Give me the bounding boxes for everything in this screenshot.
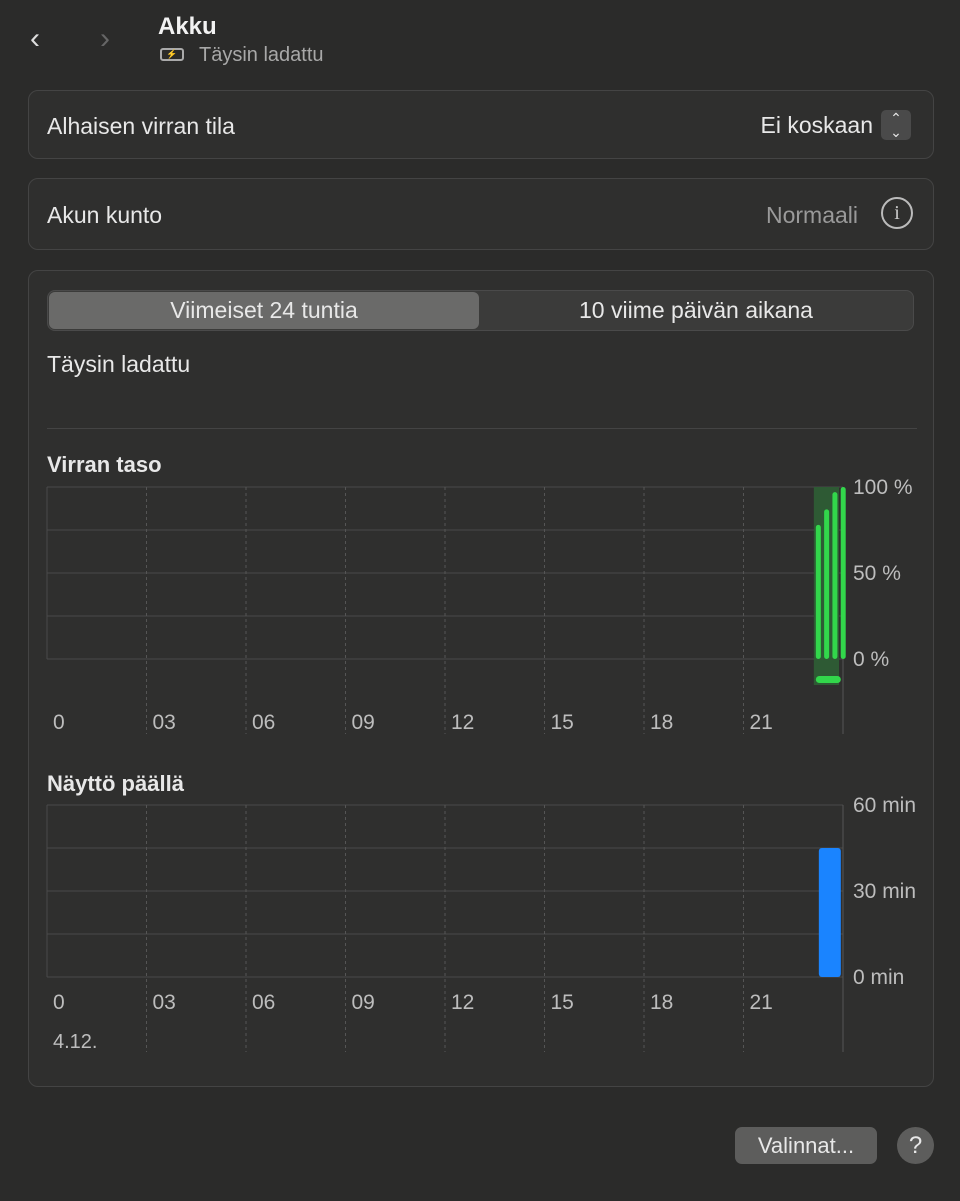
updown-chevron-icon: ⌃ ⌄ [881, 110, 911, 140]
battery-level-bar [840, 487, 846, 659]
help-button[interactable]: ? [897, 1127, 934, 1164]
battery-charging-icon: ⚡ [160, 48, 184, 61]
tab-last-24-hours[interactable]: Viimeiset 24 tuntia [49, 292, 479, 329]
back-button[interactable]: ‹ [30, 22, 40, 55]
y-tick-label: 60 min [853, 794, 916, 817]
x-tick-label: 06 [252, 711, 275, 734]
charging-indicator [815, 676, 841, 683]
low-power-label: Alhaisen virran tila [47, 113, 235, 139]
x-tick-label: 0 [53, 711, 65, 734]
x-tick-label: 09 [352, 991, 375, 1014]
x-tick-label: 18 [650, 711, 673, 734]
y-tick-label: 30 min [853, 880, 916, 903]
x-tick-label: 15 [551, 991, 574, 1014]
x-tick-label: 12 [451, 991, 474, 1014]
low-power-select[interactable]: Ei koskaan ⌃ ⌄ [760, 110, 911, 140]
low-power-value: Ei koskaan [760, 111, 873, 138]
x-tick-label: 12 [451, 711, 474, 734]
x-tick-label: 03 [153, 711, 176, 734]
page-title: Akku [158, 13, 217, 40]
battery-health-value: Normaali [765, 202, 858, 228]
y-tick-label: 100 % [853, 476, 913, 499]
battery-health-row: Akun kunto Normaali i [28, 178, 934, 250]
page-subtitle: Täysin ladattu [199, 44, 324, 66]
x-tick-label: 21 [750, 991, 773, 1014]
date-label: 4.12. [53, 1031, 98, 1053]
battery-health-label: Akun kunto [47, 202, 163, 228]
battery-level-title: Virran taso [47, 452, 162, 477]
tab-last-10-days[interactable]: 10 viime päivän aikana [579, 297, 813, 323]
x-tick-label: 18 [650, 991, 673, 1014]
y-tick-label: 0 % [853, 648, 889, 671]
screen-on-title: Näyttö päällä [47, 771, 184, 796]
x-tick-label: 09 [352, 711, 375, 734]
battery-level-bar [815, 524, 821, 659]
y-tick-label: 50 % [853, 562, 901, 585]
forward-button[interactable]: › [100, 22, 110, 55]
divider [47, 428, 917, 429]
x-tick-label: 06 [252, 991, 275, 1014]
x-tick-label: 21 [750, 711, 773, 734]
x-tick-label: 0 [53, 991, 65, 1014]
screen-on-bar [818, 848, 841, 977]
y-tick-label: 0 min [853, 966, 904, 989]
charge-status: Täysin ladattu [47, 351, 191, 377]
battery-level-bar [824, 509, 830, 659]
x-tick-label: 15 [551, 711, 574, 734]
info-icon[interactable]: i [881, 197, 913, 229]
x-tick-label: 03 [153, 991, 176, 1014]
low-power-row: Alhaisen virran tila Ei koskaan ⌃ ⌄ [28, 90, 934, 159]
range-segmented-control: Viimeiset 24 tuntia 10 viime päivän aika… [47, 290, 914, 331]
usage-panel: Viimeiset 24 tuntia 10 viime päivän aika… [28, 270, 934, 1087]
battery-level-bar [832, 492, 838, 659]
options-button[interactable]: Valinnat... [735, 1127, 877, 1164]
